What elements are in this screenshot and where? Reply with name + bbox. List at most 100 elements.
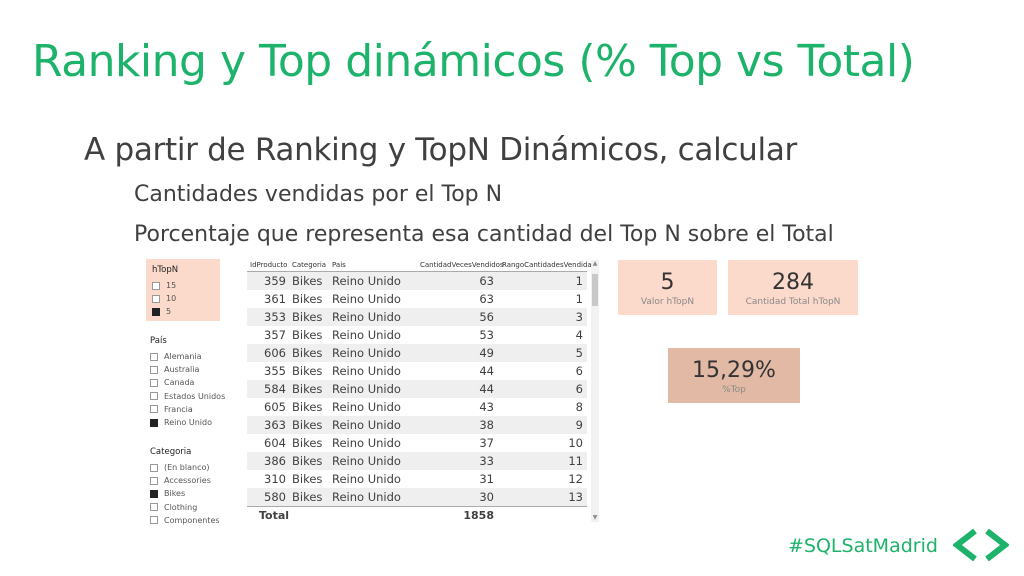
bullet-sub-2: Porcentaje que representa esa cantidad d… [134,222,834,247]
card-label: %Top [722,385,746,395]
scroll-thumb[interactable] [592,274,598,306]
total-cantidad: 1858 [463,509,494,522]
scroll-down-icon[interactable]: ▼ [592,514,598,521]
cell-cant: 43 [479,400,494,414]
header-pais[interactable]: Pais [332,260,346,269]
table-row: 359 Bikes Reino Unido 63 1 [247,272,587,290]
cell-cat: Bikes [292,436,323,450]
cell-cat: Bikes [292,328,323,342]
cell-cat: Bikes [292,400,323,414]
checkbox-icon[interactable] [150,365,158,374]
cell-id: 386 [264,454,286,468]
cell-cant: 31 [479,472,494,486]
slicer-item[interactable]: Clothing [150,501,220,514]
slicer-item-label: Clothing [164,502,198,512]
slicer-item[interactable]: Alemania [150,350,225,363]
cell-id: 359 [264,274,286,288]
checkbox-icon[interactable] [150,352,158,361]
checkbox-icon[interactable] [150,516,158,525]
cell-rank: 4 [575,328,583,342]
slicer-title: hTopN [152,265,179,275]
table-row: 606 Bikes Reino Unido 49 5 [247,344,587,362]
cell-rank: 6 [575,382,583,396]
checkbox-checked-icon[interactable] [152,307,160,316]
cell-rank: 13 [568,490,583,504]
cell-cant: 38 [479,418,494,432]
scroll-up-icon[interactable]: ▲ [592,260,598,267]
sales-table: IdProducto Categoria Pais CantidadVecesV… [247,258,596,524]
slicer-item[interactable]: 15 [152,279,214,292]
cell-pais: Reino Unido [332,400,401,414]
slicer-item-label: Estados Unidos [164,391,226,401]
cell-cat: Bikes [292,346,323,360]
slicer-item[interactable]: 10 [152,292,214,305]
cell-rank: 9 [575,418,583,432]
checkbox-icon[interactable] [150,378,158,387]
slicer-item[interactable]: Francia [150,403,225,416]
header-categoria[interactable]: Categoria [292,260,327,269]
cell-id: 580 [264,490,286,504]
table-row: 357 Bikes Reino Unido 53 4 [247,326,587,344]
cell-id: 310 [264,472,286,486]
table-row: 605 Bikes Reino Unido 43 8 [247,398,587,416]
cell-cant: 44 [479,364,494,378]
cell-pais: Reino Unido [332,274,401,288]
cell-rank: 8 [575,400,583,414]
cell-pais: Reino Unido [332,436,401,450]
slicer-item[interactable]: Bikes [150,487,220,500]
cell-cat: Bikes [292,310,323,324]
cell-cant: 44 [479,382,494,396]
cell-cat: Bikes [292,274,323,288]
slicer-item[interactable]: Estados Unidos [150,390,225,403]
cell-rank: 5 [575,346,583,360]
slicer-item[interactable]: Canada [150,376,225,389]
slicer-item[interactable]: Australia [150,363,225,376]
table-row: 361 Bikes Reino Unido 63 1 [247,290,587,308]
hashtag: #SQLSatMadrid [788,535,938,557]
cell-id: 605 [264,400,286,414]
slide-title: Ranking y Top dinámicos (% Top vs Total) [32,36,915,87]
cell-rank: 10 [568,436,583,450]
checkbox-icon[interactable] [152,294,160,303]
header-idproducto[interactable]: IdProducto [250,260,288,269]
slicer-pais: País Alemania Australia Canada Estados Unid… [150,336,225,429]
cell-cat: Bikes [292,364,323,378]
table-header: IdProducto Categoria Pais CantidadVecesV… [247,258,596,272]
slicer-item-label: Accessories [164,476,211,486]
slicer-item-label: 15 [166,281,177,291]
cell-cat: Bikes [292,472,323,486]
checkbox-icon[interactable] [150,503,158,512]
header-rango[interactable]: RangoCantidadesVendidas [502,260,596,269]
slicer-item-label: Australia [164,365,200,375]
slicer-item[interactable]: Accessories [150,474,220,487]
table-scrollbar[interactable]: ▲ ▼ [591,260,599,522]
slicer-item[interactable]: 5 [152,305,214,318]
cell-pais: Reino Unido [332,490,401,504]
slicer-item[interactable]: (En blanco) [150,461,220,474]
slicer-item[interactable]: Reino Unido [150,416,225,429]
checkbox-icon[interactable] [150,463,158,472]
cell-cant: 33 [479,454,494,468]
slicer-item-label: Reino Unido [164,418,212,428]
checkbox-checked-icon[interactable] [150,418,158,427]
cell-pais: Reino Unido [332,310,401,324]
cell-cat: Bikes [292,292,323,306]
table-row: 580 Bikes Reino Unido 30 13 [247,488,587,506]
checkbox-checked-icon[interactable] [150,489,158,498]
slicer-categoria: Categoria (En blanco) Accessories Bikes Clo… [150,447,220,527]
cell-cat: Bikes [292,454,323,468]
slicer-item[interactable]: Componentes [150,514,220,527]
header-cantidad[interactable]: CantidadVecesVendidos [420,260,504,269]
cell-id: 361 [264,292,286,306]
cell-pais: Reino Unido [332,472,401,486]
cell-id: 363 [264,418,286,432]
card-value: 284 [772,270,814,295]
table-row: 386 Bikes Reino Unido 33 11 [247,452,587,470]
checkbox-icon[interactable] [150,392,158,401]
card-cantidad-total: 284 Cantidad Total hTopN [728,260,858,315]
checkbox-icon[interactable] [150,405,158,414]
table-row: 310 Bikes Reino Unido 31 12 [247,470,587,488]
checkbox-icon[interactable] [150,476,158,485]
checkbox-icon[interactable] [152,281,160,290]
slicer-item-label: 10 [166,294,177,304]
